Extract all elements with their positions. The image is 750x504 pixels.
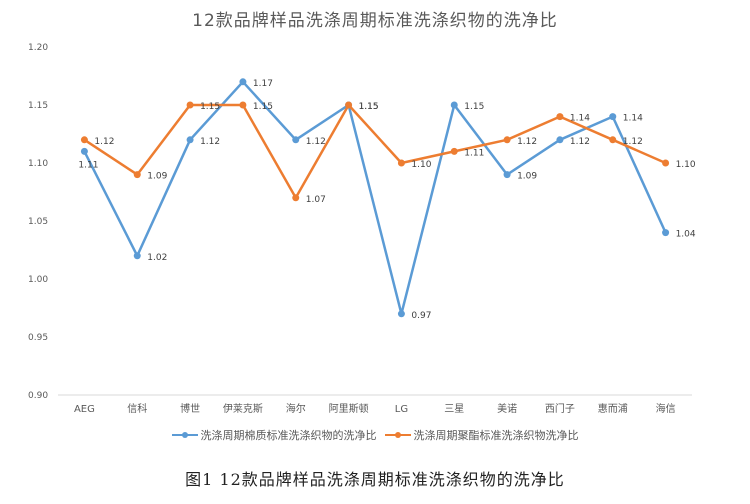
data-point-marker xyxy=(397,159,405,167)
data-point-marker xyxy=(80,147,88,155)
data-point-marker xyxy=(503,171,511,179)
data-label: 1.07 xyxy=(306,195,326,205)
x-category-label: LG xyxy=(395,404,408,415)
y-tick-label: 1.15 xyxy=(28,101,48,111)
data-label: 1.09 xyxy=(517,172,537,182)
data-label: 1.14 xyxy=(570,114,590,124)
data-label: 1.04 xyxy=(676,230,696,240)
y-tick-label: 0.95 xyxy=(28,333,48,343)
data-label: 1.09 xyxy=(147,172,167,182)
series-line xyxy=(83,80,667,316)
data-point-marker xyxy=(80,136,88,144)
legend-line-marker-icon xyxy=(171,430,198,440)
x-category-label: AEG xyxy=(74,404,95,415)
data-label: 1.10 xyxy=(411,160,431,170)
legend-item-polyester: 洗涤周期聚酯标准洗涤织物洗净比 xyxy=(384,427,579,443)
legend-label: 洗涤周期聚酯标准洗涤织物洗净比 xyxy=(413,429,579,442)
data-point-marker xyxy=(609,136,617,144)
data-point-marker xyxy=(239,78,247,86)
y-tick-label: 1.20 xyxy=(28,43,48,53)
data-label: 1.15 xyxy=(464,102,484,112)
data-point-marker xyxy=(662,159,670,167)
x-category-label: 海尔 xyxy=(286,402,306,415)
data-point-marker xyxy=(556,113,564,121)
data-point-marker xyxy=(292,136,300,144)
y-tick-label: 1.10 xyxy=(28,159,48,169)
data-point-marker xyxy=(609,113,617,121)
data-point-marker xyxy=(292,194,300,202)
data-point-marker xyxy=(133,171,141,179)
data-point-marker xyxy=(503,136,511,144)
data-label: 1.11 xyxy=(78,160,98,170)
x-category-label: 美诺 xyxy=(497,402,517,415)
x-category-label: 西门子 xyxy=(545,402,575,415)
chart-title: 12款品牌样品洗涤周期标准洗涤织物的洗净比 xyxy=(192,11,558,31)
data-label: 1.12 xyxy=(517,137,537,147)
data-label: 1.17 xyxy=(253,79,273,89)
data-label: 1.15 xyxy=(200,102,220,112)
data-point-marker xyxy=(239,101,247,109)
data-point-marker xyxy=(397,310,405,318)
y-tick-label: 1.00 xyxy=(28,275,48,285)
x-category-label: 伊莱克斯 xyxy=(223,402,263,415)
chart-legend: 洗涤周期棉质标准洗涤织物的洗净比 洗涤周期聚酯标准洗涤织物洗净比 xyxy=(0,427,750,443)
data-point-marker xyxy=(133,252,141,260)
data-label: 1.11 xyxy=(464,148,484,158)
x-category-label: 三星 xyxy=(444,403,464,415)
series-line xyxy=(83,103,667,200)
data-label: 1.12 xyxy=(623,137,643,147)
figure-caption: 图1 12款品牌样品洗涤周期标准洗涤织物的洗净比 xyxy=(185,470,565,489)
data-label: 1.12 xyxy=(94,137,114,147)
data-label: 1.15 xyxy=(359,102,379,112)
data-label: 1.12 xyxy=(570,137,590,147)
data-point-marker xyxy=(186,101,194,109)
legend-line-marker-icon xyxy=(384,430,411,440)
data-label: 1.15 xyxy=(253,102,273,112)
data-label: 1.10 xyxy=(676,160,696,170)
data-point-marker xyxy=(662,229,670,237)
data-point-marker xyxy=(450,101,458,109)
data-label: 1.02 xyxy=(147,253,167,263)
y-tick-label: 0.90 xyxy=(28,391,48,401)
data-label: 1.15 xyxy=(359,102,379,112)
legend-item-cotton: 洗涤周期棉质标准洗涤织物的洗净比 xyxy=(171,427,377,443)
data-label: 1.12 xyxy=(306,137,326,147)
x-category-label: 海信 xyxy=(656,402,676,415)
data-point-marker xyxy=(556,136,564,144)
x-category-label: 信科 xyxy=(127,402,147,415)
data-point-marker xyxy=(186,136,194,144)
data-label: 1.12 xyxy=(200,137,220,147)
x-category-label: 博世 xyxy=(180,402,200,415)
x-category-label: 惠而浦 xyxy=(598,402,628,415)
y-tick-label: 1.05 xyxy=(28,217,48,227)
data-label: 1.14 xyxy=(623,114,643,124)
legend-label: 洗涤周期棉质标准洗涤织物的洗净比 xyxy=(200,429,377,442)
data-point-marker xyxy=(450,147,458,155)
data-label: 0.97 xyxy=(411,311,431,321)
x-category-label: 阿里斯顿 xyxy=(329,402,369,415)
data-point-marker xyxy=(345,101,353,109)
